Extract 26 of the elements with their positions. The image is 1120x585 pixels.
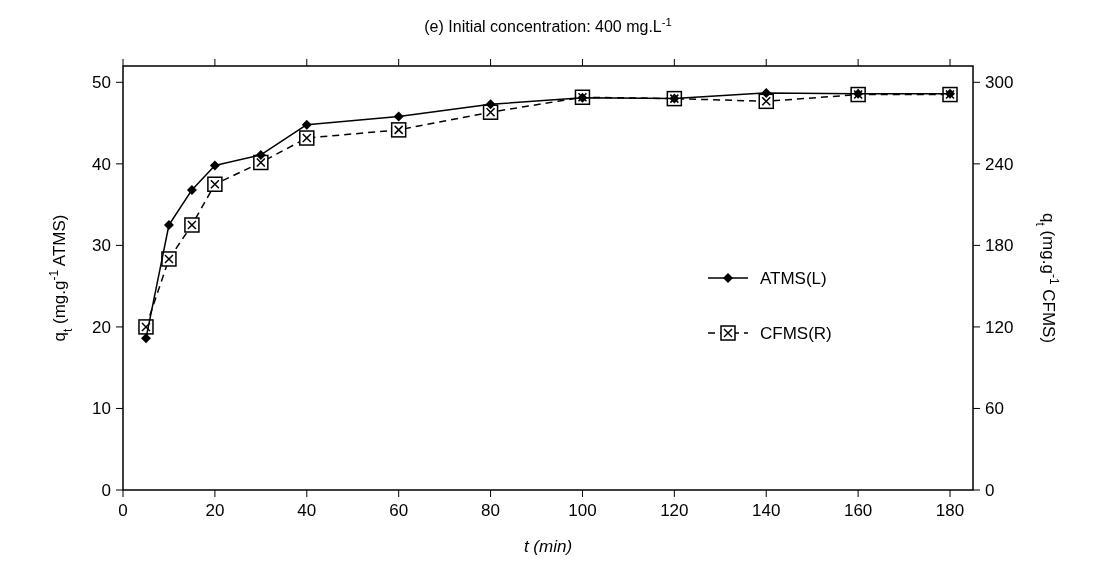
x-tick-label: 160 (843, 501, 873, 520)
x-tick-label: 180 (935, 501, 965, 520)
y-tick-label: 10 (92, 399, 111, 419)
x-axis-title: t (min) (523, 537, 573, 556)
x-tick-label: 60 (389, 501, 409, 520)
x-tick-label: 40 (297, 501, 317, 520)
y2-tick-label: 300 (985, 73, 1014, 93)
x-tick-label: 80 (481, 501, 501, 520)
y2-tick-label: 240 (985, 154, 1014, 174)
x-tick-label: 100 (568, 501, 597, 520)
y2-tick-label: 180 (985, 236, 1014, 256)
x-tick-label: 20 (205, 501, 225, 520)
y2-tick-label: 0 (985, 481, 995, 500)
y2-tick-label: 120 (985, 317, 1014, 337)
x-tick-label: 140 (752, 501, 781, 520)
x-tick-label: 120 (660, 501, 689, 520)
y-tick-label: 30 (92, 236, 111, 256)
y-tick-label: 40 (92, 154, 111, 174)
y2-tick-label: 60 (985, 399, 1004, 419)
chart-title: (e) Initial concentration: 400 mg.L$^{-1}$ (424, 16, 672, 35)
x-tick-label: 0 (118, 501, 128, 520)
legend-label: CFMS(R) (760, 324, 832, 343)
y-tick-label: 20 (92, 317, 111, 337)
y-tick-label: 50 (92, 73, 111, 93)
legend-label: ATMS(L) (760, 269, 827, 288)
y-tick-label: 0 (101, 481, 111, 500)
